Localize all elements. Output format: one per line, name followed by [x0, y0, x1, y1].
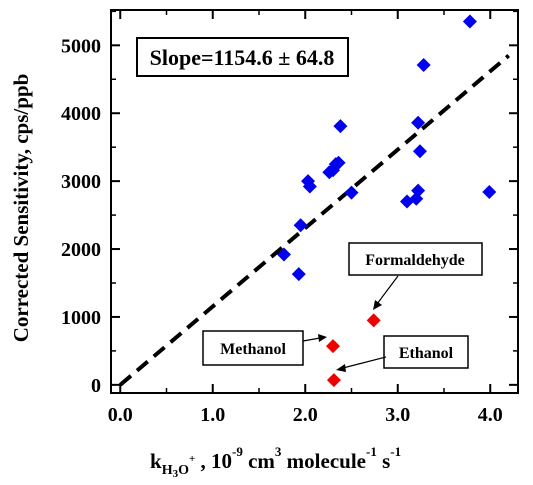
data-point [291, 267, 306, 282]
x-axis-title: kH3O+ , 10-9 cm3 molecule-1 s-1 [150, 444, 401, 480]
data-point [276, 247, 291, 262]
data-point [344, 185, 359, 200]
data-point [462, 14, 477, 29]
y-tick-label: 3000 [61, 171, 101, 193]
x-title-rest-4: s [377, 449, 390, 473]
x-title-exp-4: -1 [390, 444, 401, 459]
data-point [333, 119, 348, 134]
x-title-sub-o: O [178, 463, 189, 478]
y-tick-label: 4000 [61, 103, 101, 125]
x-title-rest-3: molecule [281, 449, 366, 473]
y-axis-title: Corrected Sensitivity, cps/ppb [9, 74, 33, 343]
data-point [331, 155, 346, 170]
data-point [302, 179, 317, 194]
methanol-arrowhead [318, 334, 327, 342]
data-point [482, 184, 497, 199]
data-point [411, 115, 426, 130]
data-point [411, 183, 426, 198]
data-point [412, 144, 427, 159]
x-title-rest-1: , 10 [195, 449, 232, 473]
formaldehyde-arrowhead [373, 300, 382, 310]
x-title-k: k [150, 449, 162, 473]
x-title-sub-h: H [162, 463, 173, 478]
y-tick-label: 0 [91, 375, 101, 397]
methanol-label: Methanol [220, 341, 286, 358]
x-tick-label: 0.0 [108, 404, 133, 426]
x-tick-label: 1.0 [200, 404, 225, 426]
formaldehyde-arrow [376, 275, 399, 305]
highlight-data-point [366, 313, 381, 328]
x-title-rest-2: cm [243, 449, 276, 473]
slope-annotation: Slope=1154.6 ± 64.8 [150, 45, 335, 70]
x-title-sub-plus: + [189, 453, 195, 465]
x-tick-label: 3.0 [385, 404, 410, 426]
y-axis-ticks: 0 1000 2000 3000 4000 5000 [61, 10, 518, 397]
y-tick-label: 1000 [61, 307, 101, 329]
formaldehyde-label: Formaldehyde [365, 252, 465, 269]
data-point [416, 58, 431, 73]
x-title-exp-3: -1 [366, 444, 377, 459]
data-points [276, 14, 497, 388]
x-title-exp-1: -9 [232, 444, 243, 459]
x-axis-ticks: 0.0 1.0 2.0 3.0 4.0 [108, 10, 503, 426]
methanol-box [202, 330, 304, 366]
x-tick-label: 2.0 [293, 404, 318, 426]
x-title-exp-2: 3 [275, 444, 282, 459]
data-point [293, 218, 308, 233]
formaldehyde-box [348, 242, 483, 276]
ethanol-label: Ethanol [399, 345, 454, 362]
plot-frame [110, 9, 519, 394]
y-tick-label: 5000 [61, 35, 101, 57]
ethanol-arrowhead [336, 364, 346, 372]
slope-box [136, 37, 349, 77]
ethanol-arrow [342, 356, 387, 369]
ethanol-box [383, 335, 469, 369]
x-title-sub-3: 3 [173, 468, 179, 480]
methanol-arrow [302, 337, 321, 342]
y-tick-label: 2000 [61, 239, 101, 261]
highlight-data-point [326, 339, 340, 354]
x-tick-label: 4.0 [478, 404, 503, 426]
fit-line [118, 54, 511, 387]
highlight-data-point [326, 373, 341, 388]
